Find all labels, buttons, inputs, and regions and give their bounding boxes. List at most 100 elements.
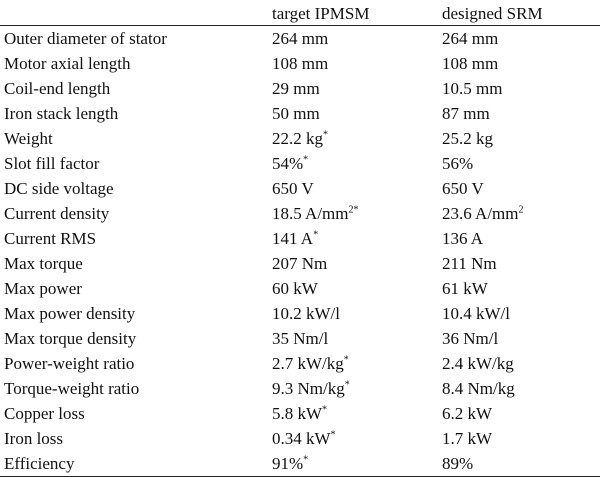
table-row: Motor axial length 108 mm 108 mm bbox=[0, 51, 600, 76]
table-row: Copper loss 5.8 kW* 6.2 kW bbox=[0, 401, 600, 426]
table-header: target IPMSM designed SRM bbox=[0, 3, 600, 26]
table-row: Max torque 207 Nm 211 Nm bbox=[0, 251, 600, 276]
srm-cell: 23.6 A/mm2 bbox=[442, 201, 600, 226]
ipmsm-value: 35 Nm/l bbox=[272, 329, 329, 348]
param-cell: Copper loss bbox=[4, 404, 85, 423]
srm-value: 10.5 mm bbox=[442, 79, 503, 98]
param-cell: Iron stack length bbox=[4, 104, 119, 123]
srm-value: 89% bbox=[442, 454, 474, 473]
srm-cell: 89% bbox=[442, 451, 600, 477]
ipmsm-value: 50 mm bbox=[272, 104, 320, 123]
param-cell: Coil-end length bbox=[4, 79, 111, 98]
ipmsm-value: 141 A bbox=[272, 229, 314, 248]
ipmsm-value: 650 V bbox=[272, 179, 314, 198]
ipmsm-value: 18.5 A/mm bbox=[272, 204, 349, 223]
srm-cell: 211 Nm bbox=[442, 251, 600, 276]
ipmsm-cell: 5.8 kW* bbox=[272, 401, 442, 426]
table-row: Max torque density 35 Nm/l 36 Nm/l bbox=[0, 326, 600, 351]
table-row: DC side voltage 650 V 650 V bbox=[0, 176, 600, 201]
param-cell: Torque-weight ratio bbox=[4, 379, 140, 398]
ipmsm-value: 10.2 kW/l bbox=[272, 304, 340, 323]
srm-cell: 108 mm bbox=[442, 51, 600, 76]
srm-value: 650 V bbox=[442, 179, 484, 198]
param-cell: Outer diameter of stator bbox=[4, 29, 167, 48]
param-cell: Max power bbox=[4, 279, 82, 298]
ipmsm-cell: 0.34 kW* bbox=[272, 426, 442, 451]
srm-value: 8.4 Nm/kg bbox=[442, 379, 515, 398]
ipmsm-value: 108 mm bbox=[272, 54, 329, 73]
srm-value: 6.2 kW bbox=[442, 404, 493, 423]
table-row: Max power density 10.2 kW/l 10.4 kW/l bbox=[0, 301, 600, 326]
table-row: Max power 60 kW 61 kW bbox=[0, 276, 600, 301]
param-cell: Max torque density bbox=[4, 329, 137, 348]
ipmsm-note: * bbox=[323, 129, 328, 141]
ipmsm-cell: 650 V bbox=[272, 176, 442, 201]
table-row: Slot fill factor 54%* 56% bbox=[0, 151, 600, 176]
srm-cell: 650 V bbox=[442, 176, 600, 201]
table-row: Efficiency 91%* 89% bbox=[0, 451, 600, 477]
srm-cell: 6.2 kW bbox=[442, 401, 600, 426]
srm-value: 61 kW bbox=[442, 279, 488, 298]
ipmsm-cell: 2.7 kW/kg* bbox=[272, 351, 442, 376]
srm-value: 108 mm bbox=[442, 54, 499, 73]
ipmsm-note: * bbox=[303, 454, 309, 466]
srm-cell: 61 kW bbox=[442, 276, 600, 301]
param-cell: Max torque bbox=[4, 254, 83, 273]
header-srm: designed SRM bbox=[442, 3, 600, 26]
ipmsm-note: * bbox=[330, 429, 336, 441]
srm-cell: 87 mm bbox=[442, 101, 600, 126]
ipmsm-note: * bbox=[344, 379, 350, 391]
ipmsm-note: * bbox=[313, 229, 319, 241]
ipmsm-cell: 29 mm bbox=[272, 76, 442, 101]
param-cell: Current RMS bbox=[4, 229, 97, 248]
srm-cell: 136 A bbox=[442, 226, 600, 251]
srm-value: 87 mm bbox=[442, 104, 490, 123]
ipmsm-value: 29 mm bbox=[272, 79, 320, 98]
ipmsm-note: * bbox=[322, 404, 328, 416]
ipmsm-value: 54% bbox=[272, 154, 304, 173]
ipmsm-value: 2.7 kW/kg bbox=[272, 354, 344, 373]
ipmsm-value: 264 mm bbox=[272, 29, 329, 48]
srm-value: 136 A bbox=[442, 229, 484, 248]
param-cell: Slot fill factor bbox=[4, 154, 100, 173]
srm-superscript: 2 bbox=[518, 204, 524, 216]
ipmsm-cell: 60 kW bbox=[272, 276, 442, 301]
ipmsm-note: * bbox=[303, 154, 309, 166]
srm-cell: 56% bbox=[442, 151, 600, 176]
table-row: Current RMS 141 A* 136 A bbox=[0, 226, 600, 251]
param-cell: Iron loss bbox=[4, 429, 64, 448]
srm-cell: 8.4 Nm/kg bbox=[442, 376, 600, 401]
srm-value: 25.2 kg bbox=[442, 129, 493, 148]
ipmsm-cell: 10.2 kW/l bbox=[272, 301, 442, 326]
comparison-table: target IPMSM designed SRM Outer diameter… bbox=[0, 3, 600, 477]
table-row: Power-weight ratio 2.7 kW/kg* 2.4 kW/kg bbox=[0, 351, 600, 376]
param-cell: Efficiency bbox=[0, 451, 272, 477]
srm-cell: 10.5 mm bbox=[442, 76, 600, 101]
ipmsm-cell: 264 mm bbox=[272, 26, 442, 52]
param-cell: Power-weight ratio bbox=[4, 354, 135, 373]
ipmsm-value: 207 Nm bbox=[272, 254, 328, 273]
srm-value: 36 Nm/l bbox=[442, 329, 499, 348]
ipmsm-value: 9.3 Nm/kg bbox=[272, 379, 345, 398]
table-row: Iron stack length 50 mm 87 mm bbox=[0, 101, 600, 126]
ipmsm-value: 5.8 kW bbox=[272, 404, 323, 423]
ipmsm-value: 22.2 kg bbox=[272, 129, 323, 148]
srm-value: 23.6 A/mm bbox=[442, 204, 519, 223]
ipmsm-cell: 9.3 Nm/kg* bbox=[272, 376, 442, 401]
ipmsm-cell: 18.5 A/mm2* bbox=[272, 201, 442, 226]
srm-cell: 25.2 kg bbox=[442, 126, 600, 151]
ipmsm-note: * bbox=[343, 354, 349, 366]
ipmsm-value: 91% bbox=[272, 454, 304, 473]
srm-value: 2.4 kW/kg bbox=[442, 354, 514, 373]
table-row: Weight 22.2 kg* 25.2 kg bbox=[0, 126, 600, 151]
table-body: Outer diameter of stator 264 mm 264 mm Moto… bbox=[0, 26, 600, 477]
ipmsm-value: 60 kW bbox=[272, 279, 318, 298]
srm-value: 264 mm bbox=[442, 29, 499, 48]
table-row: Outer diameter of stator 264 mm 264 mm bbox=[0, 26, 600, 52]
ipmsm-cell: 141 A* bbox=[272, 226, 442, 251]
srm-value: 10.4 kW/l bbox=[442, 304, 510, 323]
param-cell: Current density bbox=[4, 204, 110, 223]
srm-value: 56% bbox=[442, 154, 474, 173]
srm-cell: 36 Nm/l bbox=[442, 326, 600, 351]
table-row: Coil-end length 29 mm 10.5 mm bbox=[0, 76, 600, 101]
